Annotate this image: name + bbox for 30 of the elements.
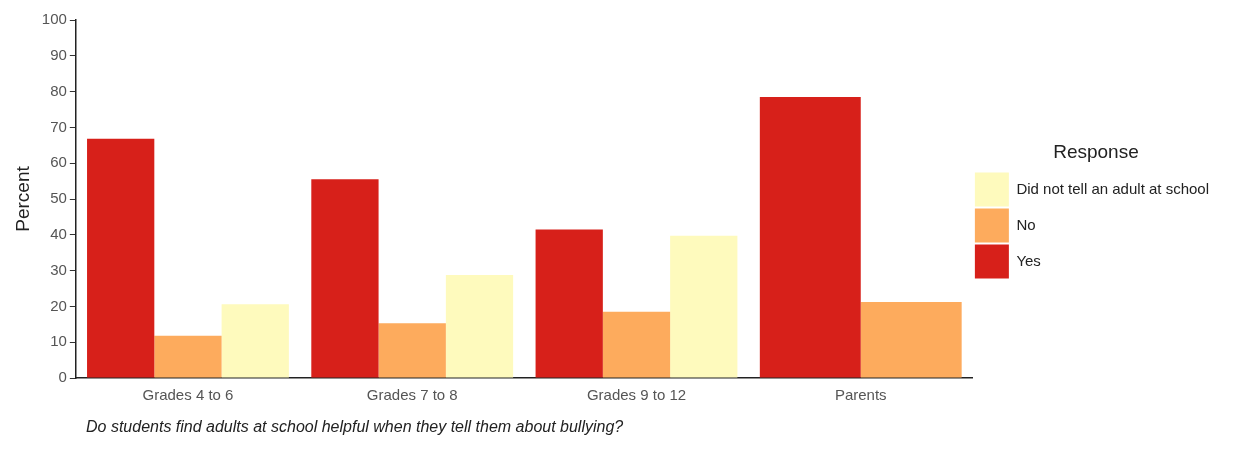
bar (602, 311, 671, 378)
legend-title: Response (1053, 141, 1139, 163)
bar (670, 235, 738, 378)
y-tick-label: 30 (50, 260, 67, 278)
y-tick-label: 80 (50, 81, 67, 99)
bar (445, 274, 514, 378)
bar (154, 335, 222, 378)
x-tick-label: Grades 9 to 12 (586, 386, 687, 404)
bar (221, 304, 289, 378)
bar (378, 323, 446, 378)
y-axis-title: Percent (11, 165, 33, 232)
text: Do students find adults at school helpful when they tell them about bullying? (86, 418, 625, 436)
y-tick-label: 20 (50, 296, 67, 314)
x-tick-label: Parents (834, 386, 887, 404)
bar (87, 138, 155, 378)
x-tick-label: Grades 7 to 8 (366, 386, 458, 404)
y-tick-label: 100 (41, 10, 67, 28)
y-tick-label: 10 (50, 332, 67, 350)
y-tick-label: 50 (50, 189, 67, 207)
y-tick-label: 0 (58, 368, 67, 386)
x-tick-label: Grades 4 to 6 (142, 386, 234, 404)
legend-label: Did not tell an adult at school (1016, 179, 1210, 197)
legend-label: Yes (1016, 251, 1041, 269)
legend-label: No (1016, 215, 1036, 233)
y-tick-label: 90 (50, 45, 67, 63)
y-tick-label: 40 (50, 224, 67, 242)
bar (311, 179, 379, 378)
y-tick-label: 70 (50, 117, 67, 135)
y-tick-label: 60 (50, 153, 67, 171)
bar (535, 229, 603, 378)
